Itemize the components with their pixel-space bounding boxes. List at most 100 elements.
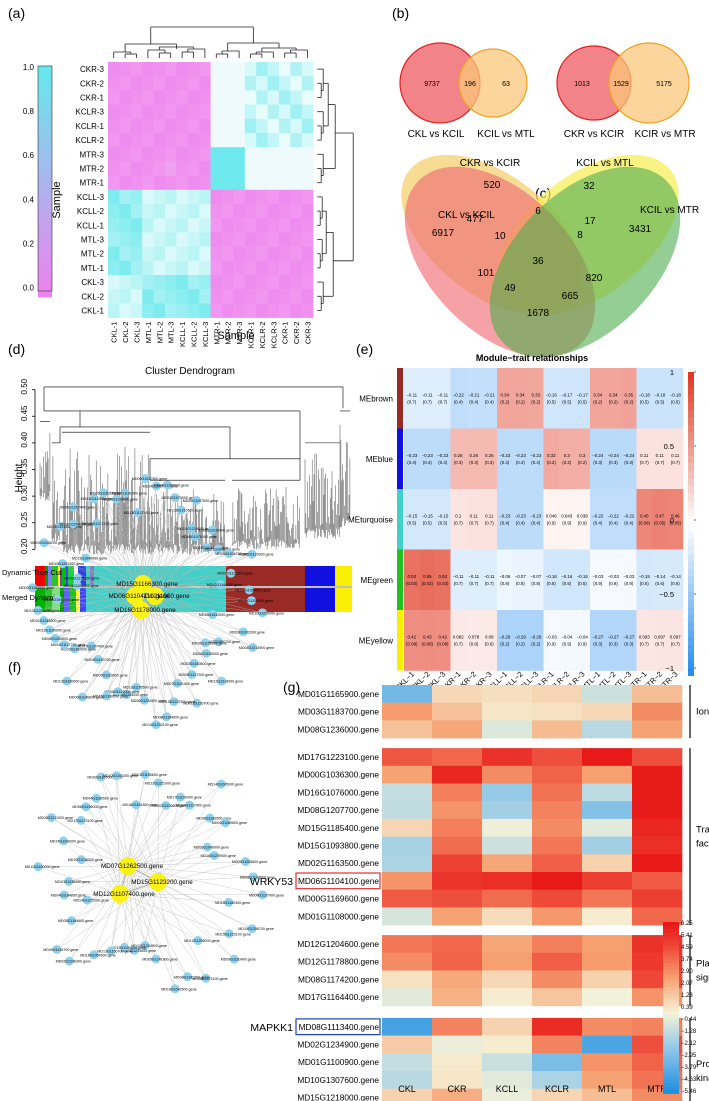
heatmap-cell	[256, 161, 268, 176]
cell-value: 0.26	[485, 453, 494, 458]
venn-b1-value-right: 63	[502, 81, 510, 88]
heatmap-cell	[432, 685, 483, 703]
heatmap-cell	[432, 1017, 483, 1036]
cell-pvalue: (0.08)	[406, 641, 418, 646]
network-edge	[154, 595, 178, 684]
heatmap-cell	[290, 90, 303, 105]
network-node-label: MD10G1042500.gene	[161, 987, 196, 991]
network-edge	[56, 865, 129, 950]
heatmap-cell	[301, 189, 314, 205]
network-edge	[96, 798, 121, 895]
colorbar-step	[688, 372, 694, 380]
network-node-label: MD01G1112800.gene	[81, 497, 116, 501]
colorbar-step	[688, 645, 694, 654]
column-label: KCLR-1	[247, 322, 256, 349]
network-edge	[154, 595, 213, 615]
network-hub-node	[132, 601, 150, 619]
cell-value: 0.078	[468, 634, 480, 639]
colorbar-step	[663, 990, 679, 995]
network-node-label: MD06G1150000.gene	[193, 652, 228, 656]
network-node-label: MD04G1184800.gene	[51, 894, 86, 898]
heatmap-cell	[667, 549, 684, 611]
network-node-label: MD08G1194000.gene	[153, 715, 188, 719]
network-edge	[142, 554, 253, 585]
cell-pvalue: (0.2)	[500, 641, 510, 646]
colorbar-step	[38, 141, 52, 148]
cell-value: 0.082	[453, 634, 465, 639]
heatmap-cell	[404, 428, 420, 490]
heatmap-cell	[543, 368, 560, 429]
column-label: KCLL-3	[201, 322, 210, 347]
cell-value: 0.1	[455, 513, 462, 518]
network-edge	[85, 557, 144, 585]
column-label: CKL-1	[110, 322, 119, 343]
heatmap-cell	[165, 303, 177, 318]
heatmap-cell	[199, 76, 211, 91]
heatmap-cell	[108, 289, 120, 304]
cell-pvalue: (0.2)	[578, 460, 588, 465]
heatmap-cell	[130, 218, 143, 233]
colorbar-step	[688, 425, 694, 434]
module-track-block	[48, 566, 52, 586]
heatmap-cell	[233, 218, 246, 233]
row-label: CKL-1	[81, 307, 104, 316]
network-node-label: MD17G1173100.gene	[67, 819, 102, 823]
heatmap-cell	[153, 118, 166, 134]
heatmap-cell	[632, 801, 683, 820]
heatmap-cell	[301, 76, 314, 91]
heatmap-cell	[119, 218, 132, 233]
heatmap-cell	[382, 1071, 433, 1089]
colorbar-step	[663, 1035, 679, 1040]
colorbar-step	[38, 71, 52, 78]
panel-d-tree	[39, 386, 351, 555]
heatmap-cell	[176, 303, 189, 318]
row-label: MD01G1108000.gene	[298, 911, 379, 921]
network-node-label: MD03G1079000.gene	[162, 496, 197, 500]
network-node	[68, 519, 78, 529]
heatmap-cell	[233, 133, 246, 148]
heatmap-cell	[222, 104, 234, 120]
network-node	[162, 712, 172, 722]
colorbar-step	[663, 1083, 679, 1088]
colorbar-step	[38, 244, 52, 252]
cell-pvalue: (0.9)	[547, 520, 557, 525]
heatmap-cell	[267, 76, 280, 91]
heatmap-cell	[244, 161, 257, 176]
colorbar-step	[38, 158, 52, 165]
heatmap-cell	[667, 368, 684, 429]
heatmap-cell	[233, 147, 246, 162]
colorbar-step	[38, 135, 52, 142]
heatmap-cell	[233, 76, 246, 91]
network-node	[44, 625, 54, 635]
colorbar-step	[663, 1011, 679, 1016]
heatmap-cell	[233, 175, 246, 191]
network-node	[39, 616, 49, 626]
cell-value: −0.23	[530, 513, 542, 518]
venn-b1-value-left: 9737	[424, 81, 440, 88]
heatmap-cell	[199, 232, 211, 247]
colorbar-step	[663, 922, 679, 926]
heatmap-cell	[244, 275, 257, 290]
heatmap-cell	[279, 147, 291, 162]
network-node-label: MD09G1225300.gene	[64, 577, 99, 581]
heatmap-cell	[432, 1053, 483, 1072]
heatmap-cell	[222, 218, 234, 233]
cell-pvalue: (0.7)	[454, 641, 464, 646]
network-node-label: MD03G1160400.gene	[180, 662, 215, 666]
cell-value: −0.14	[670, 574, 682, 579]
heatmap-cell	[176, 104, 189, 120]
network-edge	[157, 797, 181, 883]
network-node	[170, 493, 180, 503]
network-node	[64, 876, 74, 886]
heatmap-cell	[532, 783, 583, 802]
cell-pvalue: (0.5)	[407, 520, 417, 525]
cell-pvalue: (0.5)	[562, 399, 572, 404]
panel-d-ylabel: Height	[14, 463, 25, 492]
heatmap-cell	[636, 489, 653, 550]
network-hub-label: MD12G1107400.gene	[93, 891, 155, 898]
row-label: MD08G1236000.gene	[297, 724, 379, 734]
network-edge	[71, 865, 129, 921]
network-edge	[127, 805, 190, 867]
heatmap-cell	[142, 161, 154, 176]
heatmap-cell	[108, 275, 120, 290]
